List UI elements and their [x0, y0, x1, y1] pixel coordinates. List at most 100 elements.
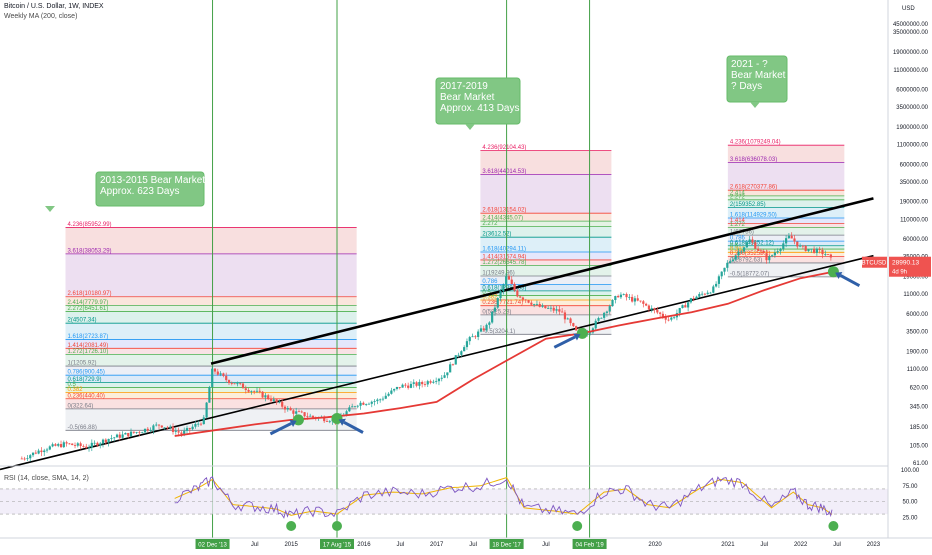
- price-tick-label: 110000.00: [900, 217, 929, 223]
- fib-level-label: 1.272(26645.78): [482, 260, 526, 266]
- price-candle: [48, 446, 51, 450]
- fib-price: (10180.97): [83, 291, 112, 297]
- price-tick-label: 19000.00: [903, 274, 929, 280]
- fib-level-label: -0.5(66.88): [68, 425, 97, 431]
- fib-price: (6451.61): [83, 306, 109, 312]
- fib-retracement-3: 4.236(1079249.04)3.618(636078.03)2.618(2…: [727, 140, 845, 277]
- price-candle: [185, 428, 189, 431]
- fib-level-label: 1.618(114929.50): [730, 212, 777, 218]
- price-candle: [104, 439, 107, 443]
- fib-level-label: 2.414(4345.07): [482, 216, 523, 222]
- price-candle: [502, 284, 505, 292]
- price-candle: [124, 432, 127, 435]
- price-candle: [71, 443, 74, 446]
- price-candle: [51, 444, 54, 447]
- fib-level-label: 2(159352.85): [730, 202, 766, 208]
- fib-ratio: 4.236: [68, 222, 84, 228]
- fib-level-label: 0.382: [482, 295, 498, 301]
- price-candle: [155, 424, 158, 426]
- rsi-bottom-dot: [828, 521, 839, 531]
- price-candle: [471, 336, 474, 338]
- fib-level-label: 0.786: [730, 236, 746, 242]
- price-candle: [619, 294, 623, 298]
- fib-level-label: 0.236(440.40): [68, 393, 105, 399]
- annotation-text: ? Days: [731, 81, 762, 92]
- fib-price: (92104.43): [497, 145, 526, 151]
- fib-level-label: 4.236(1079249.04): [730, 140, 781, 146]
- price-candle: [437, 378, 441, 382]
- price-candle: [818, 248, 821, 250]
- price-candle: [328, 421, 331, 423]
- fib-band: [480, 295, 612, 301]
- fib-level-label: 4.236(92104.43): [482, 145, 526, 151]
- date-marker-tag: [195, 539, 230, 549]
- price-candle: [731, 259, 735, 262]
- date-marker-label: 18 Dec '17: [492, 543, 521, 549]
- fib-band: [480, 226, 612, 238]
- fib-ratio: 1.414: [482, 254, 498, 260]
- fib-level-label: 1.618(40294.11): [482, 247, 526, 253]
- price-tick-label: 1900.00: [906, 349, 928, 355]
- fib-price: (66.88): [78, 425, 97, 431]
- price-candle: [367, 403, 371, 405]
- fib-ratio: 0.786: [730, 236, 746, 242]
- fib-ratio: -0.5: [730, 271, 741, 277]
- price-candle: [790, 235, 793, 239]
- annotation-text: Approx. 413 Days: [440, 103, 520, 114]
- fib-band: [65, 382, 357, 388]
- price-candle: [199, 423, 203, 425]
- fib-band: [480, 221, 612, 227]
- price-tick-label: 11000000.00: [893, 68, 928, 74]
- price-candle: [289, 407, 292, 411]
- price-candle: [798, 245, 802, 247]
- price-candle: [530, 302, 533, 305]
- time-tick-label: Jul: [396, 542, 404, 548]
- price-candle: [544, 305, 547, 309]
- fib-ratio: -0.5: [482, 329, 493, 335]
- price-candle: [698, 293, 701, 297]
- price-tick-label: 1900000.00: [896, 125, 928, 131]
- rsi-bottom-dot: [286, 521, 297, 531]
- price-candle: [415, 382, 418, 386]
- fib-band: [480, 252, 612, 260]
- price-candle: [485, 324, 488, 331]
- price-candle: [65, 442, 68, 444]
- price-candle: [743, 247, 746, 252]
- price-candle: [443, 375, 446, 378]
- fib-ratio: 0.236: [68, 393, 84, 399]
- fib-price: (729.9): [83, 377, 102, 383]
- price-candle: [815, 248, 818, 253]
- price-candle: [54, 444, 57, 446]
- currency-label: USD: [902, 6, 915, 12]
- rsi-tick-label: 100.00: [901, 468, 920, 474]
- fib-level-label: 1.414(2081.49): [68, 343, 109, 349]
- price-candle: [737, 251, 740, 256]
- price-tick-label: 19000000.00: [893, 50, 929, 56]
- price-candle: [160, 425, 163, 428]
- price-candle: [250, 391, 253, 393]
- time-tick-label: Jul: [542, 542, 550, 548]
- price-candle: [678, 308, 681, 314]
- annotation-text: 2017-2019: [440, 81, 488, 92]
- date-marker-label: 17 Aug '15: [323, 543, 352, 549]
- fib-ratio: 0.5: [730, 244, 739, 250]
- price-candle: [230, 383, 233, 384]
- price-candle: [286, 407, 289, 410]
- price-candle: [418, 381, 421, 386]
- price-candle: [216, 371, 219, 375]
- fib-price: (2081.49): [83, 343, 109, 349]
- price-candle: [597, 317, 600, 321]
- price-candle: [295, 411, 298, 414]
- price-candle: [379, 399, 382, 401]
- price-candle: [723, 267, 726, 272]
- price-candle: [575, 326, 578, 331]
- time-tick-label: 2017: [430, 542, 444, 548]
- fib-price: (44014.53): [497, 169, 526, 175]
- fib-price: (3612.52): [486, 232, 512, 238]
- fib-ratio: 0.618: [482, 285, 498, 291]
- price-candle: [465, 341, 469, 348]
- fib-ratio: 2: [482, 232, 486, 238]
- price-tick-label: 600000.00: [900, 162, 929, 168]
